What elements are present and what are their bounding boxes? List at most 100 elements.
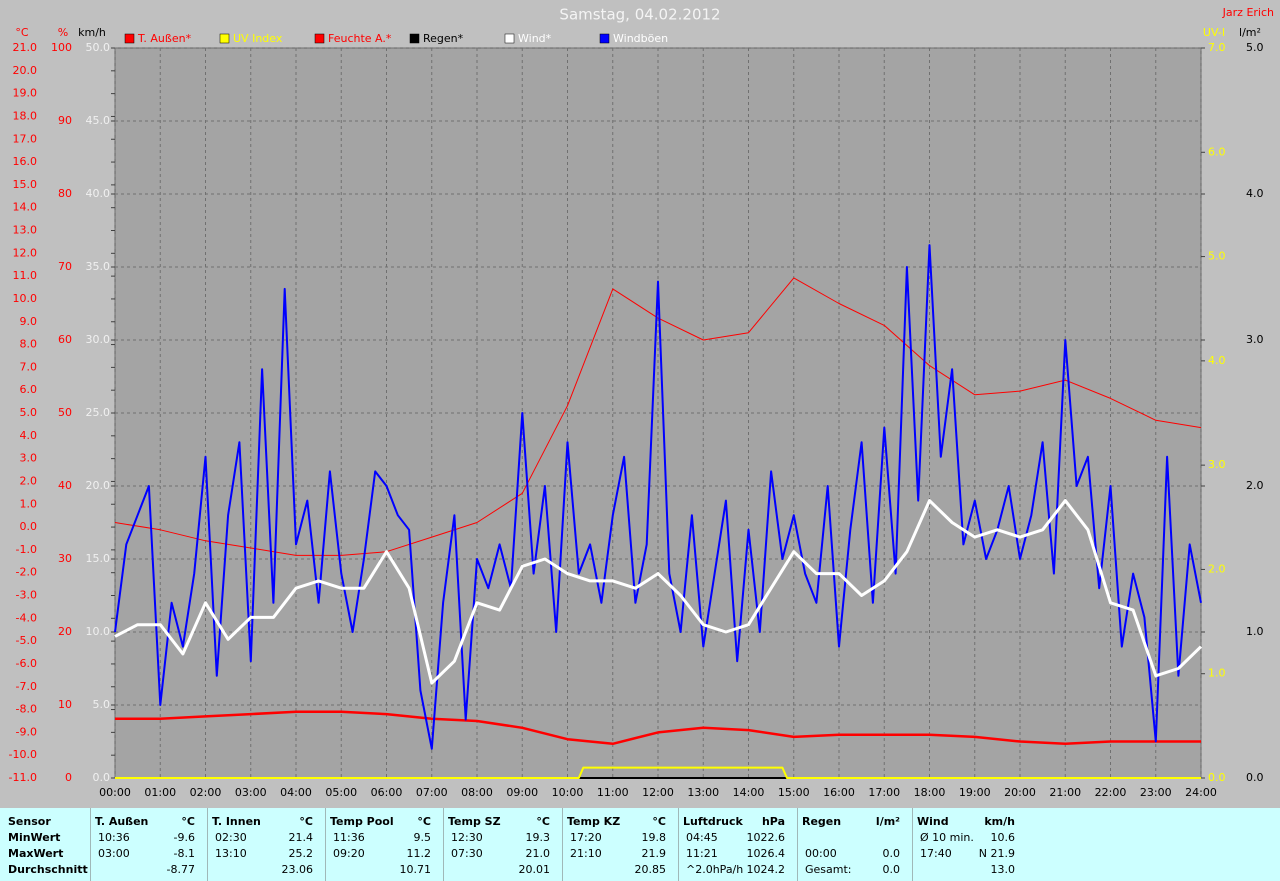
table-text: 21.4 xyxy=(288,831,314,844)
table-text: ^2.0hPa/h xyxy=(686,863,744,876)
table-text: hPa xyxy=(761,815,785,828)
x-tick-label: 03:00 xyxy=(235,786,267,799)
x-tick-label: 24:00 xyxy=(1185,786,1217,799)
axis-title: km/h xyxy=(78,26,106,39)
y-tick-label: -1.0 xyxy=(16,543,37,556)
y-tick-label: 2.0 xyxy=(20,474,38,487)
table-text: Temp Pool xyxy=(330,815,394,828)
table-text: km/h xyxy=(984,815,1015,828)
y-tick-label: 10 xyxy=(58,698,72,711)
y-tick-label: 20.0 xyxy=(13,64,38,77)
y-tick-label: 7.0 xyxy=(20,360,38,373)
table-text: Wind xyxy=(917,815,949,828)
table-text: l/m² xyxy=(875,815,900,828)
separator xyxy=(207,808,208,881)
legend-swatch xyxy=(409,33,420,44)
x-tick-label: 14:00 xyxy=(733,786,765,799)
table-text: 20.85 xyxy=(634,863,667,876)
table-text: 10:36 xyxy=(98,831,130,844)
y-tick-label: 6.0 xyxy=(1208,145,1226,158)
axis-title: UV-I xyxy=(1203,26,1225,39)
series-line xyxy=(115,710,1201,746)
y-tick-label: 30 xyxy=(58,552,72,565)
table-text: 20.01 xyxy=(518,863,551,876)
y-tick-label: 80 xyxy=(58,187,72,200)
legend-swatch xyxy=(124,33,135,44)
x-tick-label: 08:00 xyxy=(461,786,493,799)
y-tick-label: 3.0 xyxy=(1246,333,1264,346)
table-text: 10.71 xyxy=(399,863,432,876)
y-tick-label: 30.0 xyxy=(86,333,111,346)
table-text: °C xyxy=(652,815,666,828)
y-tick-label: 70 xyxy=(58,260,72,273)
separator xyxy=(678,808,679,881)
table-text: Temp KZ xyxy=(567,815,621,828)
table-text: 17:40 xyxy=(920,847,952,860)
y-tick-label: 0.0 xyxy=(20,520,38,533)
y-tick-label: 13.0 xyxy=(13,224,38,237)
axis-title: l/m² xyxy=(1239,26,1261,39)
x-tick-label: 16:00 xyxy=(823,786,855,799)
y-tick-label: 15.0 xyxy=(13,178,38,191)
y-tick-label: 3.0 xyxy=(1208,458,1226,471)
y-tick-label: 10.0 xyxy=(13,292,38,305)
y-tick-label: 100 xyxy=(51,41,72,54)
y-tick-label: 5.0 xyxy=(1208,250,1226,263)
table-text: T. Innen xyxy=(212,815,261,828)
y-tick-label: 16.0 xyxy=(13,155,38,168)
table-text: 21.9 xyxy=(641,847,667,860)
separator xyxy=(90,808,91,881)
y-tick-label: 4.0 xyxy=(1246,187,1264,200)
y-tick-label: 90 xyxy=(58,114,72,127)
table-text: Temp SZ xyxy=(448,815,501,828)
y-tick-label: -6.0 xyxy=(16,657,37,670)
y-tick-label: -9.0 xyxy=(16,725,37,738)
chart-title: Samstag, 04.02.2012 xyxy=(559,6,720,24)
legend-label: T. Außen* xyxy=(137,32,192,45)
legend-label: Wind* xyxy=(518,32,552,45)
y-tick-label: 2.0 xyxy=(1208,562,1226,575)
table-text: 03:00 xyxy=(98,847,130,860)
table-text: 10.6 xyxy=(990,831,1016,844)
legend-swatch xyxy=(314,33,325,44)
table-text: 11:21 xyxy=(686,847,718,860)
y-tick-label: 5.0 xyxy=(93,698,111,711)
series-line xyxy=(114,244,1202,750)
table-text: 00:00 xyxy=(805,847,837,860)
chart: Samstag, 04.02.2012 Jarz Erich 00:00 01:0… xyxy=(8,5,1275,799)
legend-label: Feuchte A.* xyxy=(328,32,392,45)
y-tick-label: 7.0 xyxy=(1208,41,1226,54)
y-tick-label: 9.0 xyxy=(20,315,38,328)
y-tick-label: 50 xyxy=(58,406,72,419)
series-line xyxy=(114,277,1202,556)
y-tick-label: -4.0 xyxy=(16,611,37,624)
y-tick-label: -10.0 xyxy=(9,748,37,761)
table-text: T. Außen xyxy=(95,815,149,828)
x-tick-label: 10:00 xyxy=(552,786,584,799)
x-tick-label: 07:00 xyxy=(416,786,448,799)
y-tick-label: 5.0 xyxy=(1246,41,1264,54)
x-tick-label: 11:00 xyxy=(597,786,629,799)
y-tick-label: 40.0 xyxy=(86,187,111,200)
x-tick-label: 00:00 xyxy=(99,786,131,799)
x-tick-label: 21:00 xyxy=(1049,786,1081,799)
y-tick-label: 5.0 xyxy=(20,406,38,419)
y-tick-label: 4.0 xyxy=(1208,354,1226,367)
y-tick-label: -3.0 xyxy=(16,589,37,602)
y-tick-label: 35.0 xyxy=(86,260,111,273)
x-tick-label: 01:00 xyxy=(144,786,176,799)
y-tick-label: 60 xyxy=(58,333,72,346)
y-tick-label: 17.0 xyxy=(13,132,38,145)
table-text: 09:20 xyxy=(333,847,365,860)
y-tick-label: 1.0 xyxy=(20,497,38,510)
axis-title: °C xyxy=(15,26,29,39)
table-text: °C xyxy=(536,815,550,828)
y-tick-label: 45.0 xyxy=(86,114,111,127)
legend-label: Windböen xyxy=(613,32,668,45)
table-text: 12:30 xyxy=(451,831,483,844)
table-text: Regen xyxy=(802,815,842,828)
y-tick-label: 1.0 xyxy=(1246,625,1264,638)
table-text: 9.5 xyxy=(413,831,432,844)
y-tick-label: 1.0 xyxy=(1208,667,1226,680)
